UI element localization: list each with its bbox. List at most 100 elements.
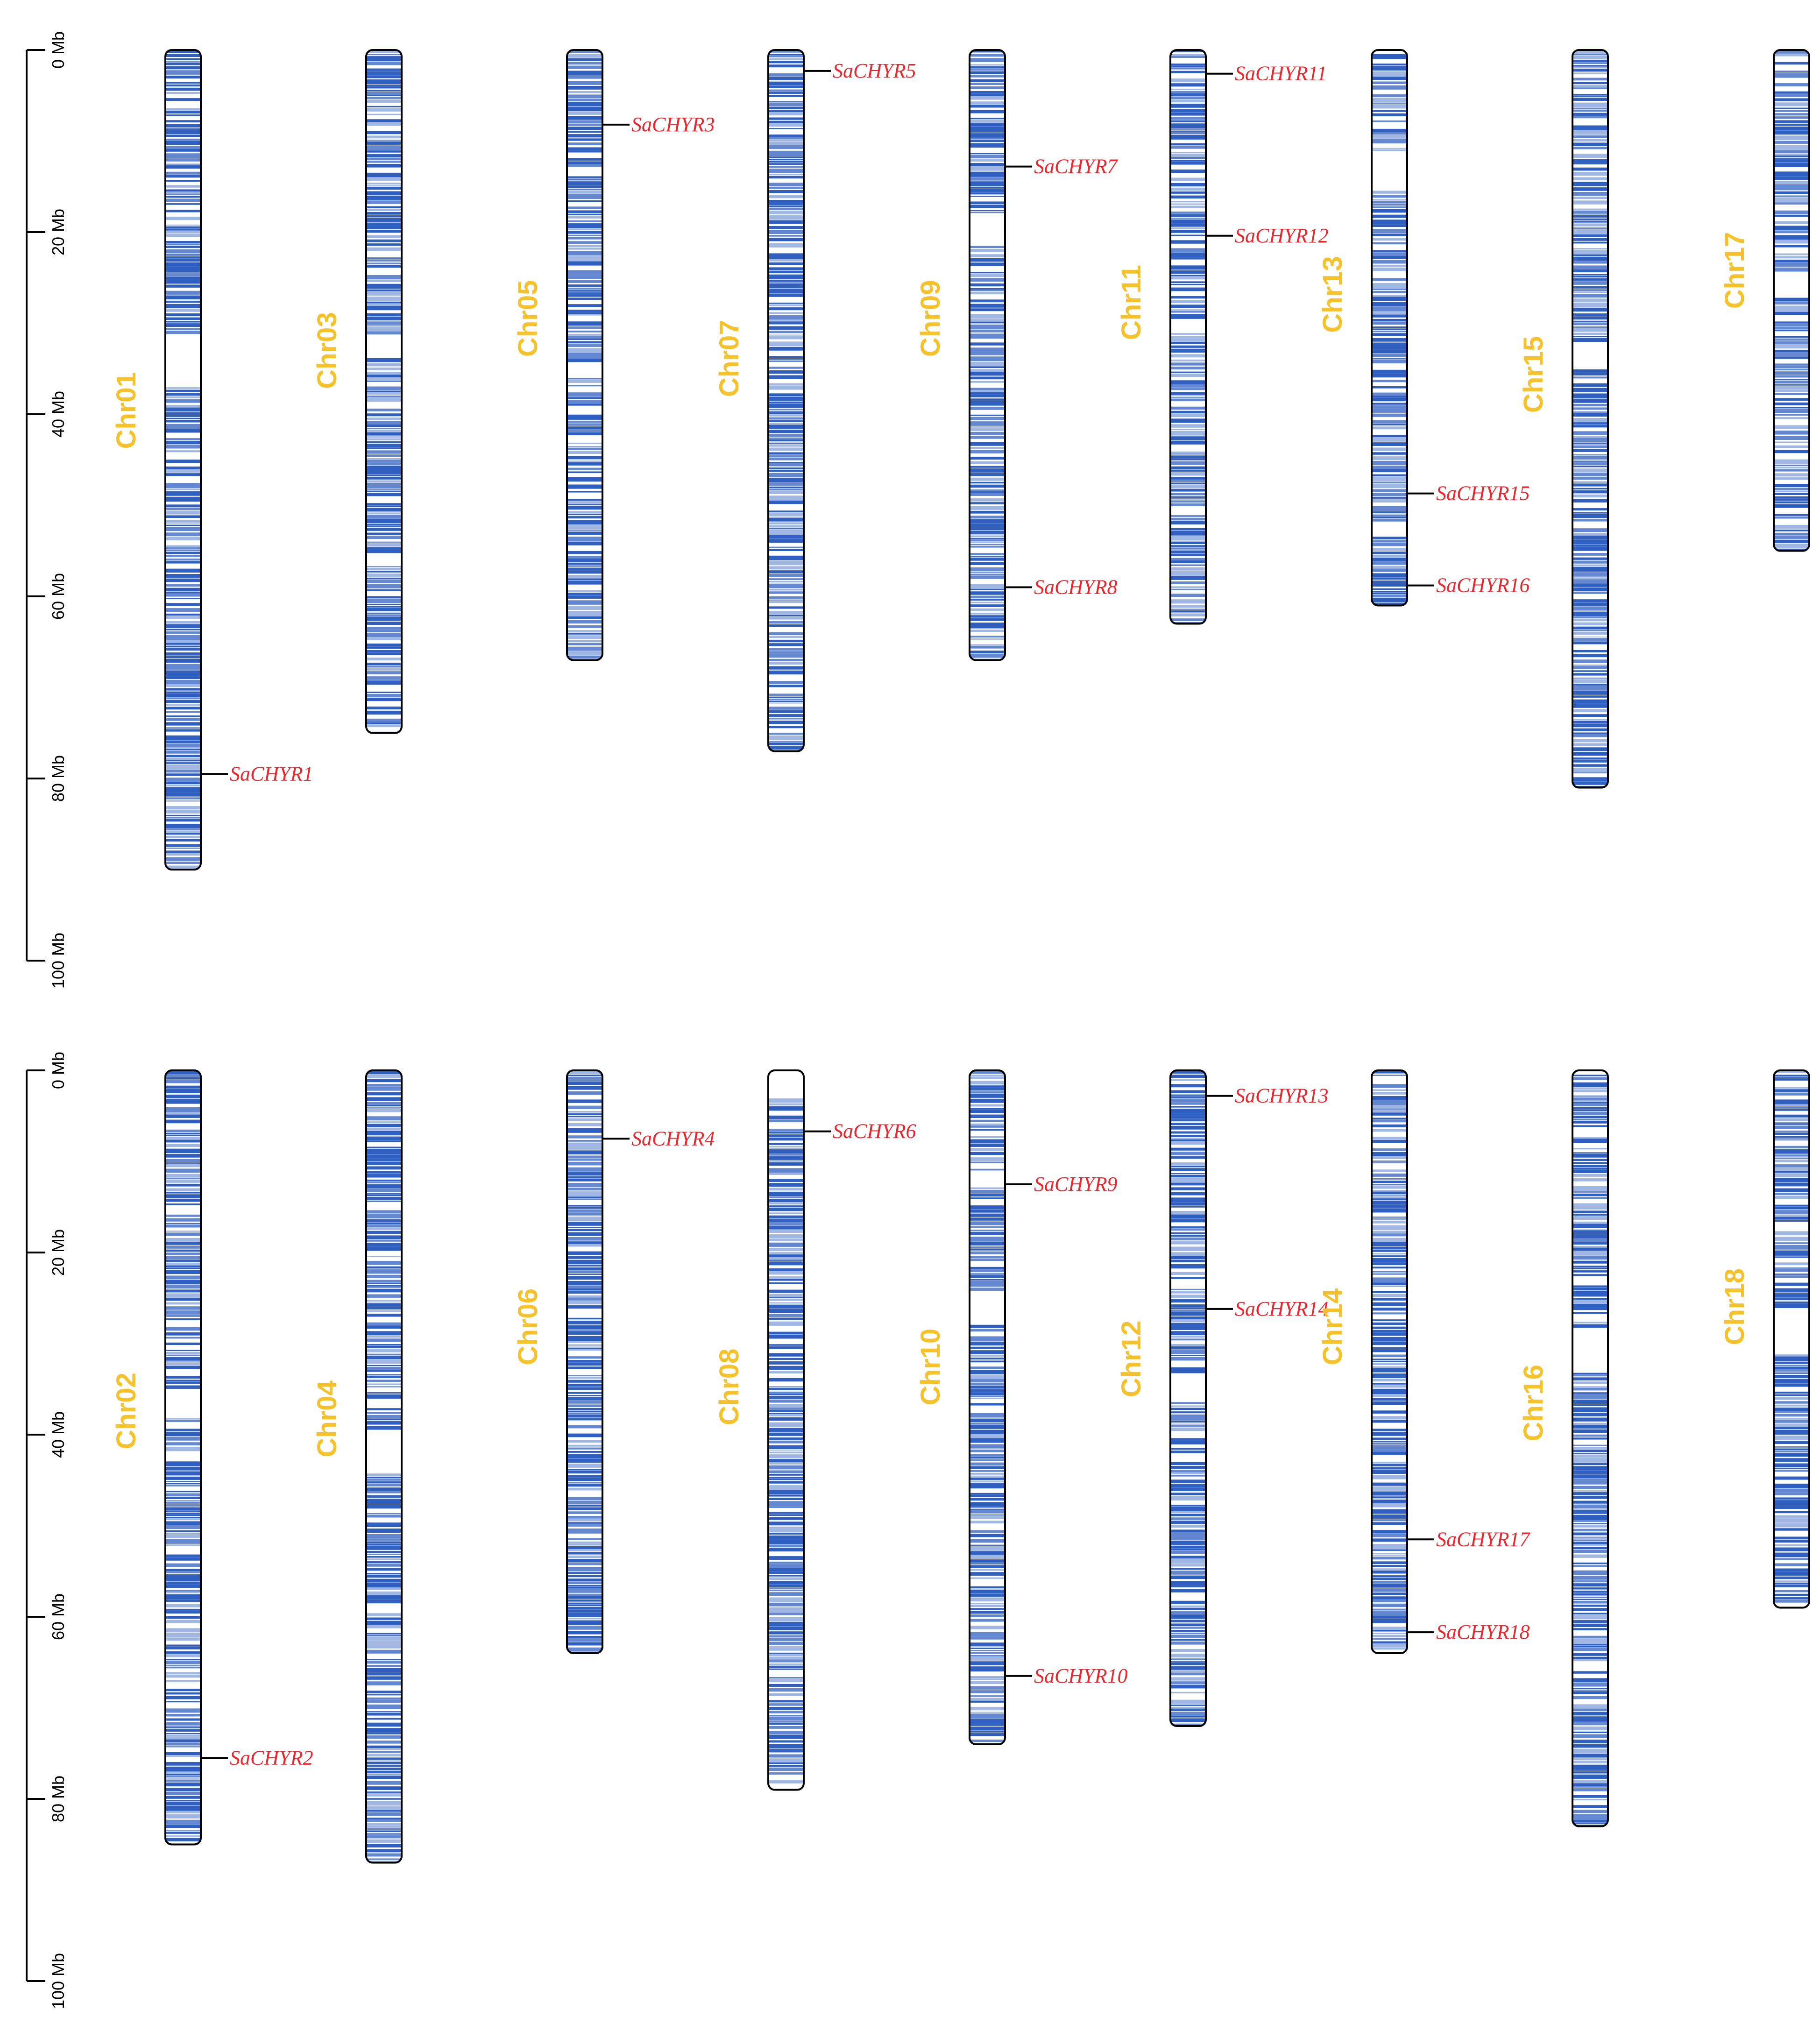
density-band <box>970 254 1005 257</box>
density-band <box>567 1471 602 1474</box>
density-band <box>567 505 602 510</box>
density-band <box>1170 1308 1206 1309</box>
density-band <box>567 1625 602 1630</box>
density-band <box>768 529 804 535</box>
density-band <box>366 1641 402 1643</box>
density-band <box>970 398 1005 401</box>
density-band <box>165 1633 201 1637</box>
density-band <box>768 1646 804 1648</box>
density-band <box>1170 371 1206 373</box>
density-band <box>1774 326 1809 330</box>
density-band <box>1170 466 1206 470</box>
density-band <box>567 1349 602 1351</box>
density-band <box>768 95 804 97</box>
density-band <box>1170 134 1206 140</box>
density-band <box>1372 1096 1407 1100</box>
density-band <box>366 1083 402 1087</box>
density-band <box>165 1238 201 1242</box>
density-band <box>768 1617 804 1622</box>
density-band <box>1774 1078 1809 1081</box>
density-band <box>768 648 804 651</box>
density-band <box>1774 297 1809 302</box>
density-band <box>366 291 402 296</box>
density-band <box>1372 499 1407 503</box>
density-band <box>165 797 201 800</box>
density-band <box>1170 1295 1206 1298</box>
density-band <box>970 1389 1005 1393</box>
density-band <box>1774 301 1809 305</box>
density-band <box>1774 380 1809 384</box>
density-band <box>165 313 201 317</box>
density-band <box>165 1357 201 1361</box>
density-band <box>567 1387 602 1390</box>
density-band <box>970 138 1005 140</box>
density-band <box>1170 359 1206 362</box>
density-band <box>165 740 201 743</box>
density-band <box>1170 287 1206 291</box>
density-band <box>768 1703 804 1706</box>
density-band <box>768 1188 804 1191</box>
density-band <box>768 367 804 369</box>
density-band <box>567 1618 602 1620</box>
density-band <box>1170 97 1206 99</box>
density-band <box>1774 369 1809 371</box>
density-band <box>1572 583 1608 587</box>
density-band <box>1774 1124 1809 1125</box>
density-band <box>165 189 201 191</box>
gene-marker-sachyr13: SaCHYR13 <box>1206 1084 1328 1107</box>
density-band <box>1572 1683 1608 1687</box>
density-band <box>1774 50 1809 54</box>
density-band <box>1572 630 1608 631</box>
density-band <box>165 781 201 785</box>
chromosome-bands <box>1774 1070 1809 1608</box>
density-band <box>165 75 201 79</box>
density-band <box>1774 1231 1809 1236</box>
density-band <box>567 442 602 444</box>
density-band <box>1572 446 1608 448</box>
density-band <box>1170 1630 1206 1632</box>
density-band <box>768 190 804 193</box>
density-band <box>366 589 402 591</box>
density-band <box>768 473 804 478</box>
density-band <box>366 50 402 53</box>
density-band <box>1572 1288 1608 1291</box>
density-band <box>768 1688 804 1692</box>
density-band <box>970 1248 1005 1251</box>
density-band <box>366 141 402 145</box>
density-band <box>970 1713 1005 1719</box>
density-band <box>1572 642 1608 644</box>
density-band <box>165 209 201 212</box>
density-band <box>366 1171 402 1174</box>
density-band <box>567 1410 602 1413</box>
density-band <box>567 595 602 599</box>
density-band <box>1572 110 1608 112</box>
density-band <box>165 853 201 856</box>
density-band <box>768 163 804 165</box>
density-band <box>1572 1471 1608 1474</box>
density-band <box>768 1622 804 1627</box>
density-band <box>970 290 1005 291</box>
density-band <box>1774 1492 1809 1495</box>
density-band <box>165 424 201 428</box>
density-band <box>970 75 1005 78</box>
density-band <box>768 113 804 116</box>
density-band <box>366 421 402 425</box>
density-band <box>768 1544 804 1548</box>
density-band <box>366 1718 402 1720</box>
density-band <box>1170 395 1206 396</box>
density-band <box>1774 98 1809 101</box>
density-band <box>165 792 201 797</box>
density-band <box>1572 1274 1608 1276</box>
density-band <box>768 1415 804 1416</box>
density-band <box>165 171 201 174</box>
density-band <box>1170 1548 1206 1550</box>
density-band <box>1372 288 1407 290</box>
density-band <box>768 696 804 698</box>
gene-label: SaCHYR13 <box>1235 1084 1328 1107</box>
density-band <box>768 1627 804 1630</box>
density-band <box>970 1727 1005 1731</box>
density-band <box>567 542 602 545</box>
